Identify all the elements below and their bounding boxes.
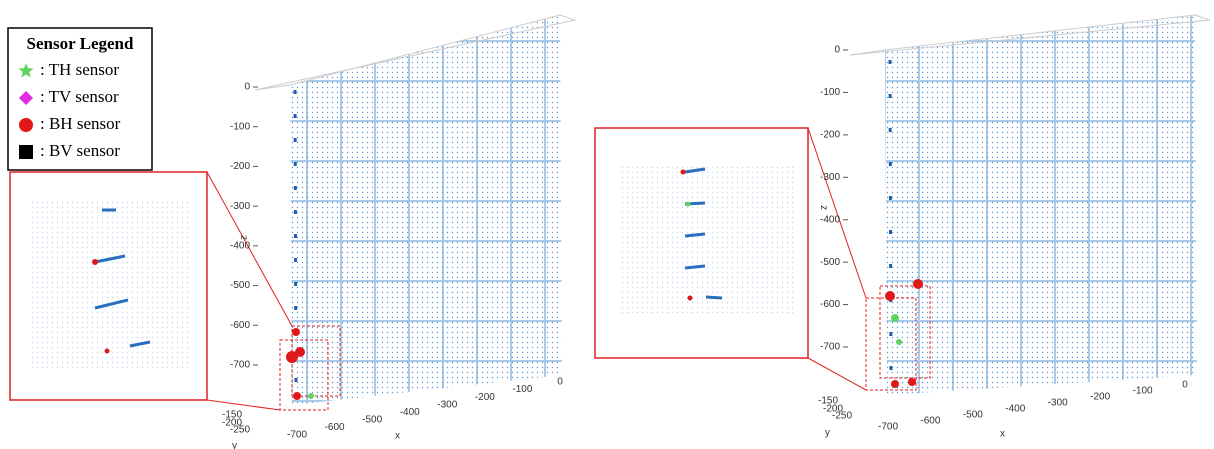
x-tick-label: 0 — [1182, 380, 1188, 391]
z-tick-label: -600 — [820, 299, 840, 310]
legend-marker — [19, 118, 33, 132]
legend: Sensor Legend — [7, 27, 153, 171]
legend-label: : TV sensor — [40, 87, 119, 106]
x-tick-label: -300 — [1048, 398, 1068, 409]
z-tick-label: -400 — [230, 240, 250, 251]
z-tick-label: -600 — [230, 320, 250, 331]
z-tick-label: -200 — [230, 161, 250, 172]
x-tick-label: -300 — [437, 399, 457, 410]
z-tick-label: -500 — [230, 280, 250, 291]
z-tick-label: 0 — [244, 82, 250, 93]
z-tick-label: 0 — [834, 45, 840, 56]
x-tick-label: -400 — [400, 407, 420, 418]
z-axis-label: z — [819, 205, 830, 210]
z-tick-label: -700 — [230, 360, 250, 371]
y-tick-label: -200 — [823, 404, 843, 415]
plot-1-cloud — [254, 14, 577, 405]
sensor-box-1 — [279, 325, 341, 411]
inset-2 — [594, 127, 867, 391]
x-tick-label: -500 — [963, 410, 983, 421]
inset-1 — [9, 171, 293, 411]
x-tick-label: -700 — [878, 422, 898, 433]
x-axis-label: x — [1000, 429, 1005, 440]
y-axis-label: y — [825, 428, 830, 439]
z-tick-label: -300 — [820, 172, 840, 183]
z-tick-label: -300 — [230, 201, 250, 212]
legend-label: : BH sensor — [40, 114, 121, 133]
y-tick-label: -200 — [222, 418, 242, 429]
z-tick-label: -200 — [820, 129, 840, 140]
legend-marker — [18, 63, 34, 78]
y-tick-label: -150 — [818, 396, 838, 407]
x-tick-label: -200 — [1090, 392, 1110, 403]
x-tick-label: -500 — [362, 414, 382, 425]
y-axis-label: y — [232, 441, 237, 449]
y-tick-label: -150 — [222, 410, 242, 421]
z-tick-label: -700 — [820, 342, 840, 353]
x-tick-label: -700 — [287, 430, 307, 441]
x-tick-label: -200 — [475, 392, 495, 403]
legend-marker — [19, 91, 33, 105]
legend-label: : BV sensor — [40, 141, 120, 160]
x-tick-label: -600 — [325, 422, 345, 433]
x-tick-label: -100 — [512, 384, 532, 395]
x-tick-label: -600 — [920, 416, 940, 427]
x-tick-label: -400 — [1005, 404, 1025, 415]
legend-label: : TH sensor — [40, 60, 119, 79]
x-tick-label: -100 — [1133, 386, 1153, 397]
z-tick-label: -400 — [820, 214, 840, 225]
z-tick-label: -500 — [820, 257, 840, 268]
legend-title: Sensor Legend — [27, 34, 134, 53]
z-axis-label: z — [239, 235, 250, 240]
y-tick-label: -250 — [832, 411, 852, 422]
sensor-box-2 — [865, 279, 931, 391]
x-axis-label: x — [395, 431, 400, 442]
plot-2-cloud — [849, 14, 1211, 395]
x-tick-label: 0 — [557, 377, 563, 388]
y-tick-label: -250 — [230, 425, 250, 436]
legend-marker — [19, 145, 33, 159]
z-tick-label: -100 — [820, 87, 840, 98]
z-tick-label: -100 — [230, 121, 250, 132]
